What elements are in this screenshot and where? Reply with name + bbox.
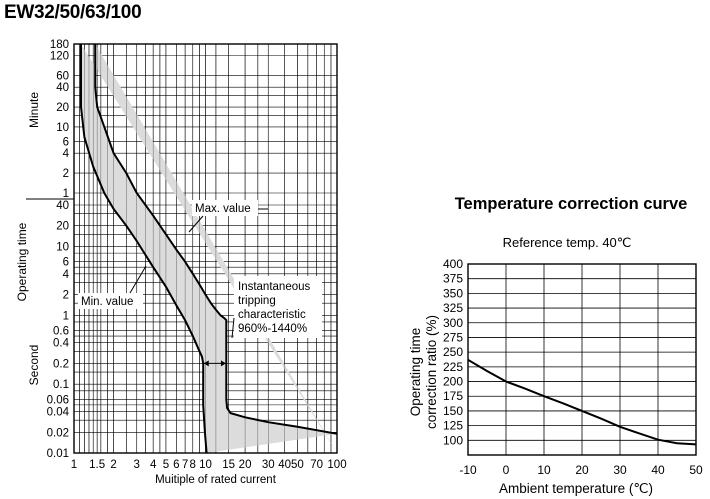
x-tick-label: 15 [222, 459, 235, 471]
instant-label-4: 960%-1440% [238, 323, 307, 335]
correction-curve [467, 358, 697, 446]
y-tick-label: 60 [56, 71, 69, 83]
x-tick-label: 30 [613, 463, 627, 477]
x-axis-label: Muitiple of rated current [155, 474, 277, 486]
y-tick-label: 6 [63, 137, 69, 149]
y-axis-label: Operating time [15, 222, 29, 301]
y-tick-label: 175 [443, 389, 463, 403]
y-tick-label: 2 [63, 168, 69, 180]
x-tick-label: 10 [199, 459, 212, 471]
x-tick-label: 3 [134, 459, 140, 471]
y-tick-label: 0.01 [47, 448, 69, 460]
max-value-label: Max. value [195, 203, 251, 215]
y-tick-label: 1 [63, 188, 69, 200]
x-tick-label: 40 [651, 463, 665, 477]
y-tick-label: 4 [63, 148, 70, 160]
x-axis-label: Ambient temperature (℃) [499, 481, 653, 496]
y-tick-label: 6 [63, 257, 69, 269]
plot-frame [467, 263, 697, 456]
arrowhead-right [220, 360, 226, 367]
x-tick-label: 1 [71, 459, 77, 471]
annotation-bg [192, 200, 258, 216]
y-tick-label: 20 [56, 221, 69, 233]
annotation-bg [234, 276, 322, 338]
y-tick-label: 1 [63, 310, 69, 322]
min-value-curve [80, 44, 208, 454]
y-tick-label: 120 [50, 51, 69, 63]
chart-title: Temperature correction curve [455, 195, 688, 213]
plot-frame [73, 43, 338, 454]
y-axis-label-1: Operating time [408, 328, 423, 417]
chart-subtitle: Reference temp. 40℃ [503, 235, 632, 250]
second-label: Second [27, 345, 41, 386]
y-tick-label: 2 [63, 290, 69, 302]
y-tick-label: 0.1 [53, 379, 69, 391]
y-tick-label: 350 [443, 286, 463, 300]
x-tick-label: 40 [278, 459, 291, 471]
y-tick-label: 40 [56, 82, 69, 94]
x-tick-label: 7 [182, 459, 188, 471]
y-tick-label: 180 [50, 39, 69, 51]
y-tick-label: 375 [443, 272, 463, 286]
max-value-leader [188, 215, 204, 233]
x-tick-label: 30 [262, 459, 275, 471]
x-tick-label: 2 [110, 459, 116, 471]
tolerance-band [81, 44, 337, 453]
y-tick-label: 10 [56, 241, 69, 253]
x-tick-label: 10 [537, 463, 551, 477]
x-tick-label: 50 [689, 463, 703, 477]
max-value-curve [94, 44, 338, 435]
y-tick-label: 400 [443, 257, 463, 271]
y-tick-label: 100 [443, 433, 463, 447]
y-tick-label: 4 [63, 269, 70, 281]
y-tick-label: 0.6 [53, 326, 69, 338]
y-tick-label: 0.4 [53, 338, 70, 350]
y-tick-label: 0.02 [47, 427, 69, 439]
x-tick-label: 1.5 [89, 459, 105, 471]
y-tick-label: 20 [56, 102, 69, 114]
x-tick-label: 6 [173, 459, 179, 471]
annotation-bg [78, 293, 143, 309]
x-tick-label: 20 [239, 459, 252, 471]
min-value-leader [129, 265, 147, 294]
instant-label-2: tripping [238, 295, 276, 307]
x-tick-label: 5 [163, 459, 169, 471]
x-tick-label: 8 [190, 459, 196, 471]
x-tick-label: -10 [459, 463, 477, 477]
y-tick-label: 275 [443, 330, 463, 344]
y-tick-label: 40 [56, 200, 69, 212]
y-tick-label: 325 [443, 301, 463, 315]
arrowhead-left [203, 360, 209, 367]
x-tick-label: 20 [575, 463, 589, 477]
y-tick-label: 250 [443, 345, 463, 359]
y-tick-label: 0.06 [47, 394, 69, 406]
y-tick-label: 300 [443, 316, 463, 330]
x-tick-label: 100 [327, 459, 346, 471]
y-tick-label: 0.04 [47, 407, 70, 419]
page-title: EW32/50/63/100 [4, 2, 142, 23]
minute-label: Minute [27, 92, 41, 128]
min-value-label: Min. value [81, 296, 133, 308]
instant-label-3: characteristic [238, 309, 306, 321]
y-tick-label: 225 [443, 360, 463, 374]
x-tick-label: 50 [291, 459, 304, 471]
x-tick-label: 0 [503, 463, 510, 477]
y-tick-label: 10 [56, 122, 69, 134]
x-tick-label: 4 [150, 459, 157, 471]
y-tick-label: 200 [443, 375, 463, 389]
instant-label-1: Instantaneous [238, 281, 311, 293]
x-tick-label: 70 [310, 459, 323, 471]
instant-leader [231, 317, 235, 339]
y-tick-label: 0.2 [53, 358, 69, 370]
y-axis-label-2: correction ratio (%) [424, 315, 439, 429]
y-tick-label: 125 [443, 419, 463, 433]
y-tick-label: 150 [443, 404, 463, 418]
